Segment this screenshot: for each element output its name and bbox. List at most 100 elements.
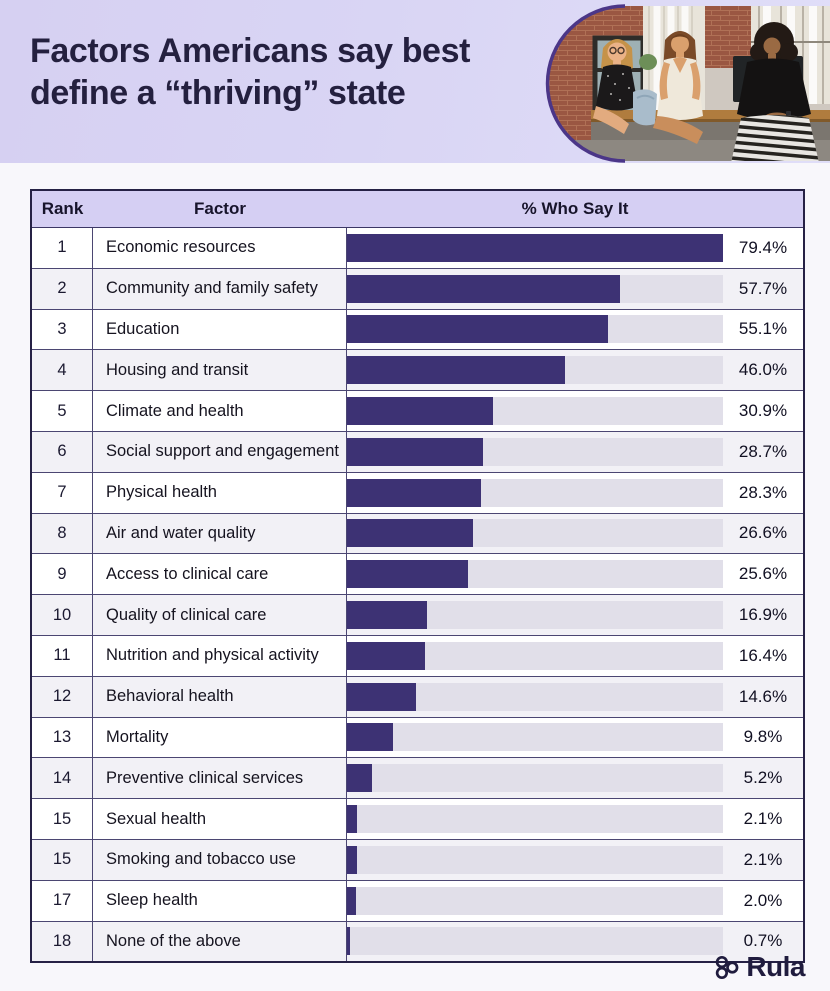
bar-fill (347, 233, 723, 262)
bar-track (347, 764, 723, 793)
bar-fill (347, 723, 394, 752)
factor-cell: Social support and engagement (93, 431, 347, 472)
table-row: 10 Quality of clinical care 16.9% (32, 594, 803, 635)
column-header-pct: % Who Say It (521, 199, 629, 218)
table-row: 3 Education 55.1% (32, 308, 803, 350)
factor-cell: Preventive clinical services (93, 758, 347, 799)
pct-label: 55.1% (738, 319, 788, 339)
factor-cell: Mortality (93, 717, 347, 758)
bar-track (347, 886, 723, 915)
pct-label: 14.6% (738, 686, 788, 706)
pct-label: 28.7% (738, 441, 788, 461)
bar-cell: 2.0% (347, 881, 803, 921)
table-row: 5 Climate and health 30.9% (32, 390, 803, 431)
rank-cell: 3 (32, 309, 93, 350)
table-row: 1 Economic resources 79.4% (32, 228, 803, 268)
bar-fill (347, 356, 565, 385)
table-row: 15 Sexual health 2.1% (32, 798, 803, 839)
rank-cell: 10 (32, 595, 93, 635)
table-row: 15 Smoking and tobacco use 2.1% (32, 838, 803, 880)
column-header-rank: Rank (41, 199, 84, 218)
factor-cell: Behavioral health (93, 676, 347, 717)
bar-fill (347, 886, 357, 915)
table-row: 14 Preventive clinical services 5.2% (32, 757, 803, 799)
header-photo (545, 4, 830, 163)
table-row: 18 None of the above 0.7% (32, 920, 803, 962)
bar-fill (347, 601, 427, 630)
page-title: Factors Americans say best define a “thr… (30, 30, 470, 114)
factor-cell: Nutrition and physical activity (93, 635, 347, 676)
bar-track (347, 723, 723, 752)
rank-cell: 17 (32, 880, 93, 921)
pct-label: 57.7% (738, 278, 788, 298)
bar-track (347, 437, 723, 466)
bar-cell: 26.6% (347, 514, 803, 554)
factor-cell: Physical health (93, 472, 347, 513)
rank-cell: 8 (32, 513, 93, 554)
factor-cell: Access to clinical care (93, 554, 347, 595)
bar-fill (347, 315, 608, 344)
table-row: 7 Physical health 28.3% (32, 471, 803, 513)
bar-fill (347, 927, 351, 956)
pct-label: 25.6% (738, 564, 788, 584)
rank-cell: 11 (32, 635, 93, 676)
table-row: 9 Access to clinical care 25.6% (32, 553, 803, 595)
factor-cell: Community and family safety (93, 268, 347, 309)
pct-label: 2.1% (743, 849, 783, 869)
bar-cell: 55.1% (347, 310, 803, 350)
bar-track (347, 397, 723, 426)
rank-cell: 6 (32, 431, 93, 472)
bar-track (347, 927, 723, 956)
factor-cell: Education (93, 309, 347, 350)
bar-fill (347, 845, 357, 874)
page-title-line1: Factors Americans say best (30, 32, 471, 70)
factor-cell: Sexual health (93, 799, 347, 839)
bar-cell: 0.7% (347, 922, 803, 962)
pct-label: 46.0% (738, 360, 788, 380)
bar-track (347, 478, 723, 507)
bar-cell: 2.1% (347, 799, 803, 839)
rank-cell: 18 (32, 921, 93, 962)
rank-cell: 1 (32, 228, 93, 268)
rank-cell: 15 (32, 839, 93, 880)
table-body: 1 Economic resources 79.4% 2 Community a… (32, 228, 803, 962)
pct-label: 16.4% (738, 645, 788, 665)
table-row: 8 Air and water quality 26.6% (32, 512, 803, 554)
rank-cell: 4 (32, 350, 93, 391)
pct-label: 28.3% (738, 482, 788, 502)
factor-cell: Smoking and tobacco use (93, 839, 347, 880)
table-row: 17 Sleep health 2.0% (32, 879, 803, 921)
bar-track (347, 356, 723, 385)
header-banner: Factors Americans say best define a “thr… (0, 0, 830, 163)
photo-ring-arc (545, 4, 626, 163)
bar-cell: 28.7% (347, 432, 803, 472)
bar-track (347, 805, 723, 834)
rank-cell: 9 (32, 554, 93, 595)
rank-cell: 5 (32, 391, 93, 431)
table-row: 11 Nutrition and physical activity 16.4% (32, 634, 803, 676)
pct-label: 0.7% (743, 931, 783, 951)
page-title-line2: define a “thriving” state (30, 74, 406, 113)
bar-fill (347, 478, 481, 507)
rula-wordmark: Rula (746, 951, 805, 982)
pct-label: 30.9% (738, 401, 788, 421)
bar-track (347, 601, 723, 630)
bar-cell: 14.6% (347, 677, 803, 717)
bar-track (347, 315, 723, 344)
rank-cell: 2 (32, 268, 93, 309)
factor-cell: Economic resources (93, 228, 347, 268)
bar-cell: 57.7% (347, 269, 803, 309)
bar-cell: 5.2% (347, 758, 803, 798)
bar-cell: 28.3% (347, 473, 803, 513)
rank-cell: 7 (32, 472, 93, 513)
column-header-factor: Factor (194, 199, 246, 218)
bar-cell: 9.8% (347, 718, 803, 758)
bar-fill (347, 397, 494, 426)
bar-fill (347, 682, 417, 711)
bar-cell: 16.9% (347, 595, 803, 635)
bar-cell: 25.6% (347, 554, 803, 594)
factor-cell: Climate and health (93, 391, 347, 431)
bar-track (347, 560, 723, 589)
bar-track (347, 233, 723, 262)
table-row: 4 Housing and transit 46.0% (32, 349, 803, 391)
